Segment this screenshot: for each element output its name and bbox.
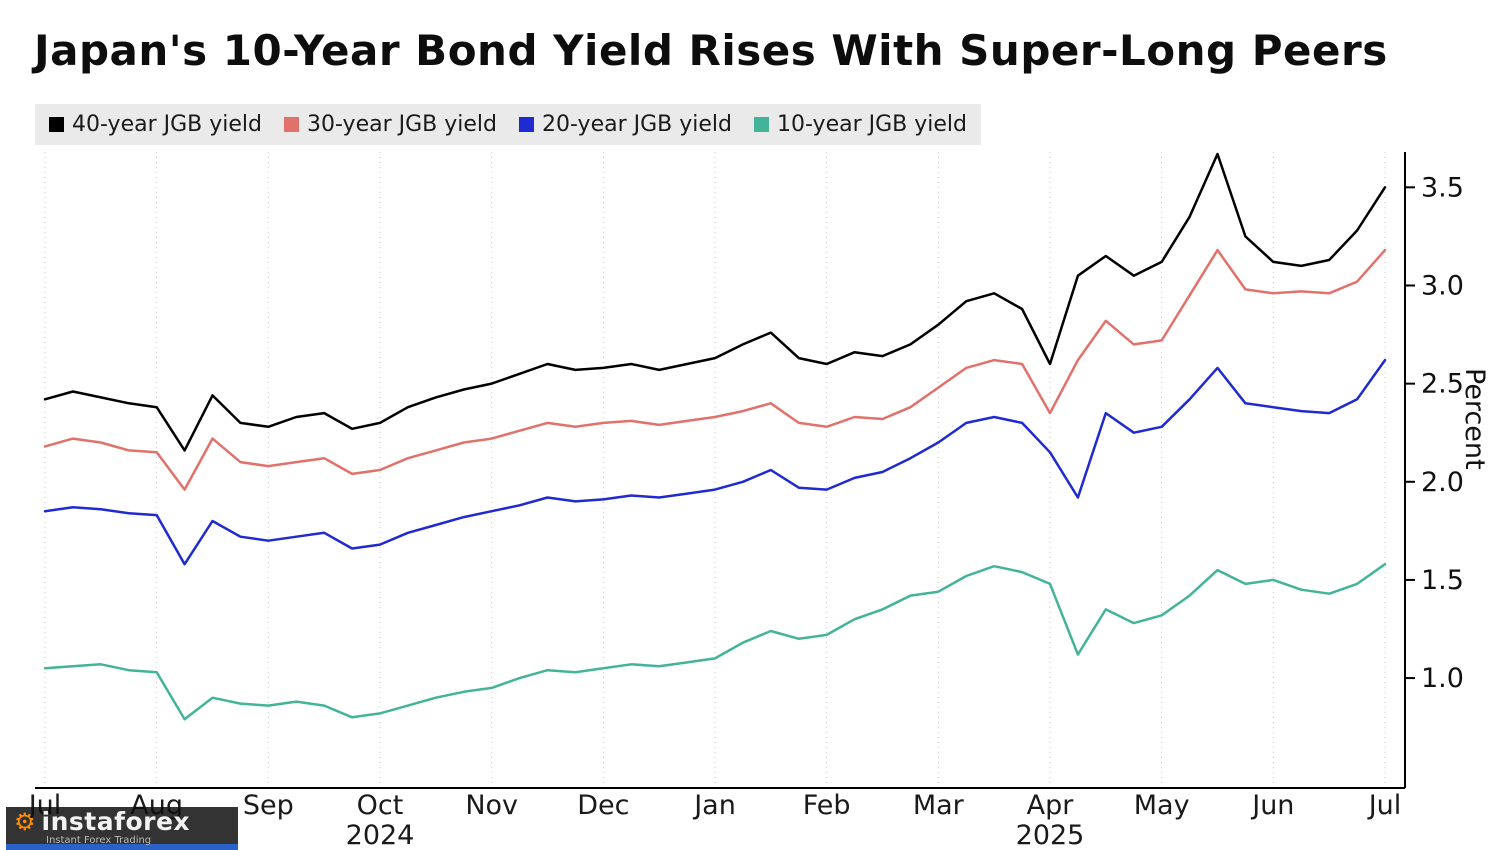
legend-label: 40-year JGB yield <box>72 112 262 137</box>
series-line-40-year <box>43 152 1387 452</box>
series-line-30-year <box>43 248 1387 491</box>
x-tick-label: Jan <box>692 790 736 821</box>
legend-swatch <box>754 117 769 132</box>
gear-icon: ⚙ <box>14 807 36 836</box>
y-tick-label: 3.5 <box>1421 172 1464 203</box>
x-tick-label: Mar <box>913 790 965 821</box>
legend-label: 30-year JGB yield <box>307 112 497 137</box>
x-tick-label: Apr <box>1027 790 1075 821</box>
y-tick-label: 1.0 <box>1421 663 1464 694</box>
x-tick-label: Oct <box>357 790 404 821</box>
chart-title: Japan's 10-Year Bond Yield Rises With Su… <box>34 26 1388 75</box>
x-tick-label: Sep <box>243 790 294 821</box>
series-line-20-year <box>43 358 1387 566</box>
watermark-brand: instaforex <box>41 807 191 836</box>
x-tick-label: Dec <box>577 790 629 821</box>
legend-label: 10-year JGB yield <box>777 112 967 137</box>
legend-item: 20-year JGB yield <box>519 112 732 137</box>
watermark-caption: Instant Forex Trading <box>46 835 152 846</box>
legend-swatch <box>284 117 299 132</box>
y-tick-label: 2.0 <box>1421 467 1464 498</box>
legend-item: 40-year JGB yield <box>49 112 262 137</box>
legend: 40-year JGB yield 30-year JGB yield 20-yea… <box>35 104 981 145</box>
legend-item: 30-year JGB yield <box>284 112 497 137</box>
x-year-label: 2025 <box>1016 820 1085 850</box>
x-tick-label: Jul <box>1367 790 1402 821</box>
x-tick-label: Jun <box>1250 790 1294 821</box>
legend-label: 20-year JGB yield <box>542 112 732 137</box>
y-tick-label: 1.5 <box>1421 565 1464 596</box>
x-tick-label: Feb <box>803 790 851 821</box>
watermark: ⚙ instaforex Instant Forex Trading <box>6 807 238 850</box>
y-tick-label: 3.0 <box>1421 270 1464 301</box>
legend-swatch <box>49 117 64 132</box>
legend-item: 10-year JGB yield <box>754 112 967 137</box>
x-year-label: 2024 <box>346 820 415 850</box>
series-line-10-year <box>43 562 1387 721</box>
x-tick-label: Nov <box>465 790 518 821</box>
x-tick-label: May <box>1134 790 1190 821</box>
legend-swatch <box>519 117 534 132</box>
y-tick-label: 2.5 <box>1421 369 1464 400</box>
y-axis-title: Percent <box>1459 368 1490 470</box>
